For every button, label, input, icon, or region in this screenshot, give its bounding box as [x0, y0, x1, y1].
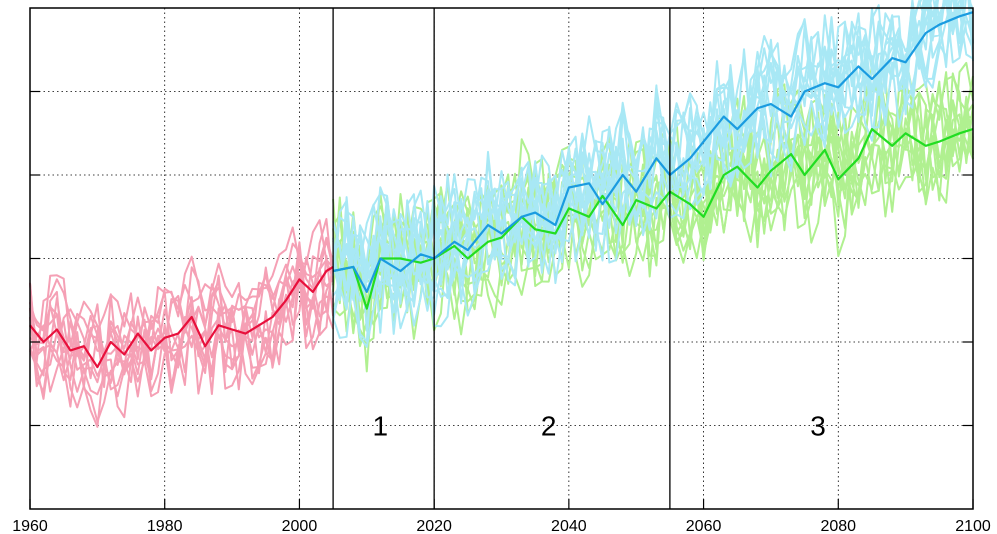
x-tick-labels: 1960 1980 2000 2020 2040 2060 2080 2100 [12, 518, 991, 534]
period-boundaries [332, 8, 671, 509]
scenario-high-member-line [332, 0, 974, 302]
historical-member-line [29, 242, 334, 364]
x-tick-label-1960: 1960 [12, 518, 48, 534]
historical-member-line [29, 236, 335, 389]
x-tick-label-2060: 2060 [686, 518, 722, 534]
x-tick-label-2040: 2040 [551, 518, 587, 534]
period-labels: 1 2 3 [372, 411, 825, 442]
ensemble-members [29, 0, 974, 428]
ensemble-means [29, 11, 974, 369]
historical-member-line [29, 258, 334, 362]
scenario-high-ensemble-mean-line [332, 11, 974, 293]
x-tick-label-1980: 1980 [147, 518, 183, 534]
historical-ensemble-mean-line [29, 265, 334, 369]
x-tick-label-2100: 2100 [955, 518, 991, 534]
scenario-low-member-line [332, 116, 974, 336]
historical-member-line [29, 254, 335, 428]
scenario-high-member-line [332, 0, 974, 343]
x-tick-label-2080: 2080 [820, 518, 856, 534]
period-label-3: 3 [810, 411, 826, 442]
period-label-2: 2 [541, 411, 557, 442]
historical-member-line [29, 267, 335, 423]
x-tick-label-2000: 2000 [282, 518, 318, 534]
y-ticks [29, 90, 974, 509]
period-label-1: 1 [372, 411, 388, 442]
scenario-high-member-line [332, 0, 967, 339]
scenario-high-member-line [332, 0, 974, 348]
x-tick-label-2020: 2020 [416, 518, 452, 534]
